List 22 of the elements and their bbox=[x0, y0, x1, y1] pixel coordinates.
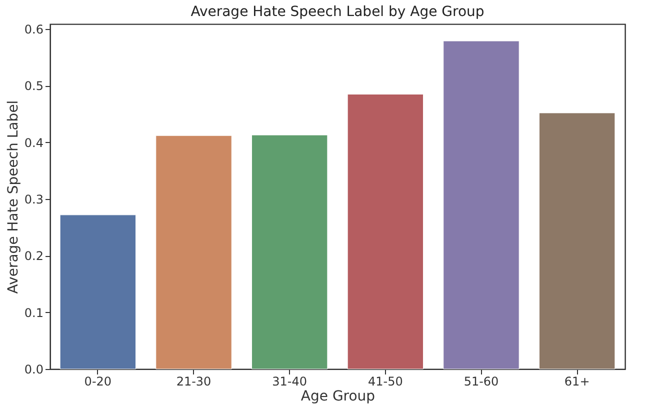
y-tick-label: 0.5 bbox=[24, 79, 44, 94]
bar bbox=[443, 40, 520, 370]
x-tick-label: 61+ bbox=[564, 374, 590, 388]
y-tick-label: 0.6 bbox=[24, 22, 44, 37]
bar bbox=[347, 94, 424, 370]
y-tick-label: 0.1 bbox=[24, 306, 44, 320]
x-tick-label: 21-30 bbox=[176, 374, 212, 388]
x-tick-label: 31-40 bbox=[272, 374, 308, 388]
y-tick-label: 0.4 bbox=[24, 136, 44, 150]
chart-title: Average Hate Speech Label by Age Group bbox=[190, 4, 484, 20]
x-tick-label: 41-50 bbox=[368, 374, 403, 388]
bar bbox=[156, 135, 232, 370]
bar bbox=[251, 134, 328, 370]
y-axis-title: Average Hate Speech Label bbox=[5, 100, 22, 294]
x-axis-title: Age Group bbox=[300, 388, 376, 404]
bar bbox=[60, 214, 136, 370]
y-tick-label: 0.0 bbox=[24, 362, 44, 376]
y-tick-label: 0.3 bbox=[24, 192, 44, 207]
bar bbox=[538, 112, 616, 370]
x-tick-label: 51-60 bbox=[464, 374, 499, 388]
y-tick-label: 0.2 bbox=[24, 249, 44, 264]
x-tick-label: 0-20 bbox=[84, 374, 112, 388]
